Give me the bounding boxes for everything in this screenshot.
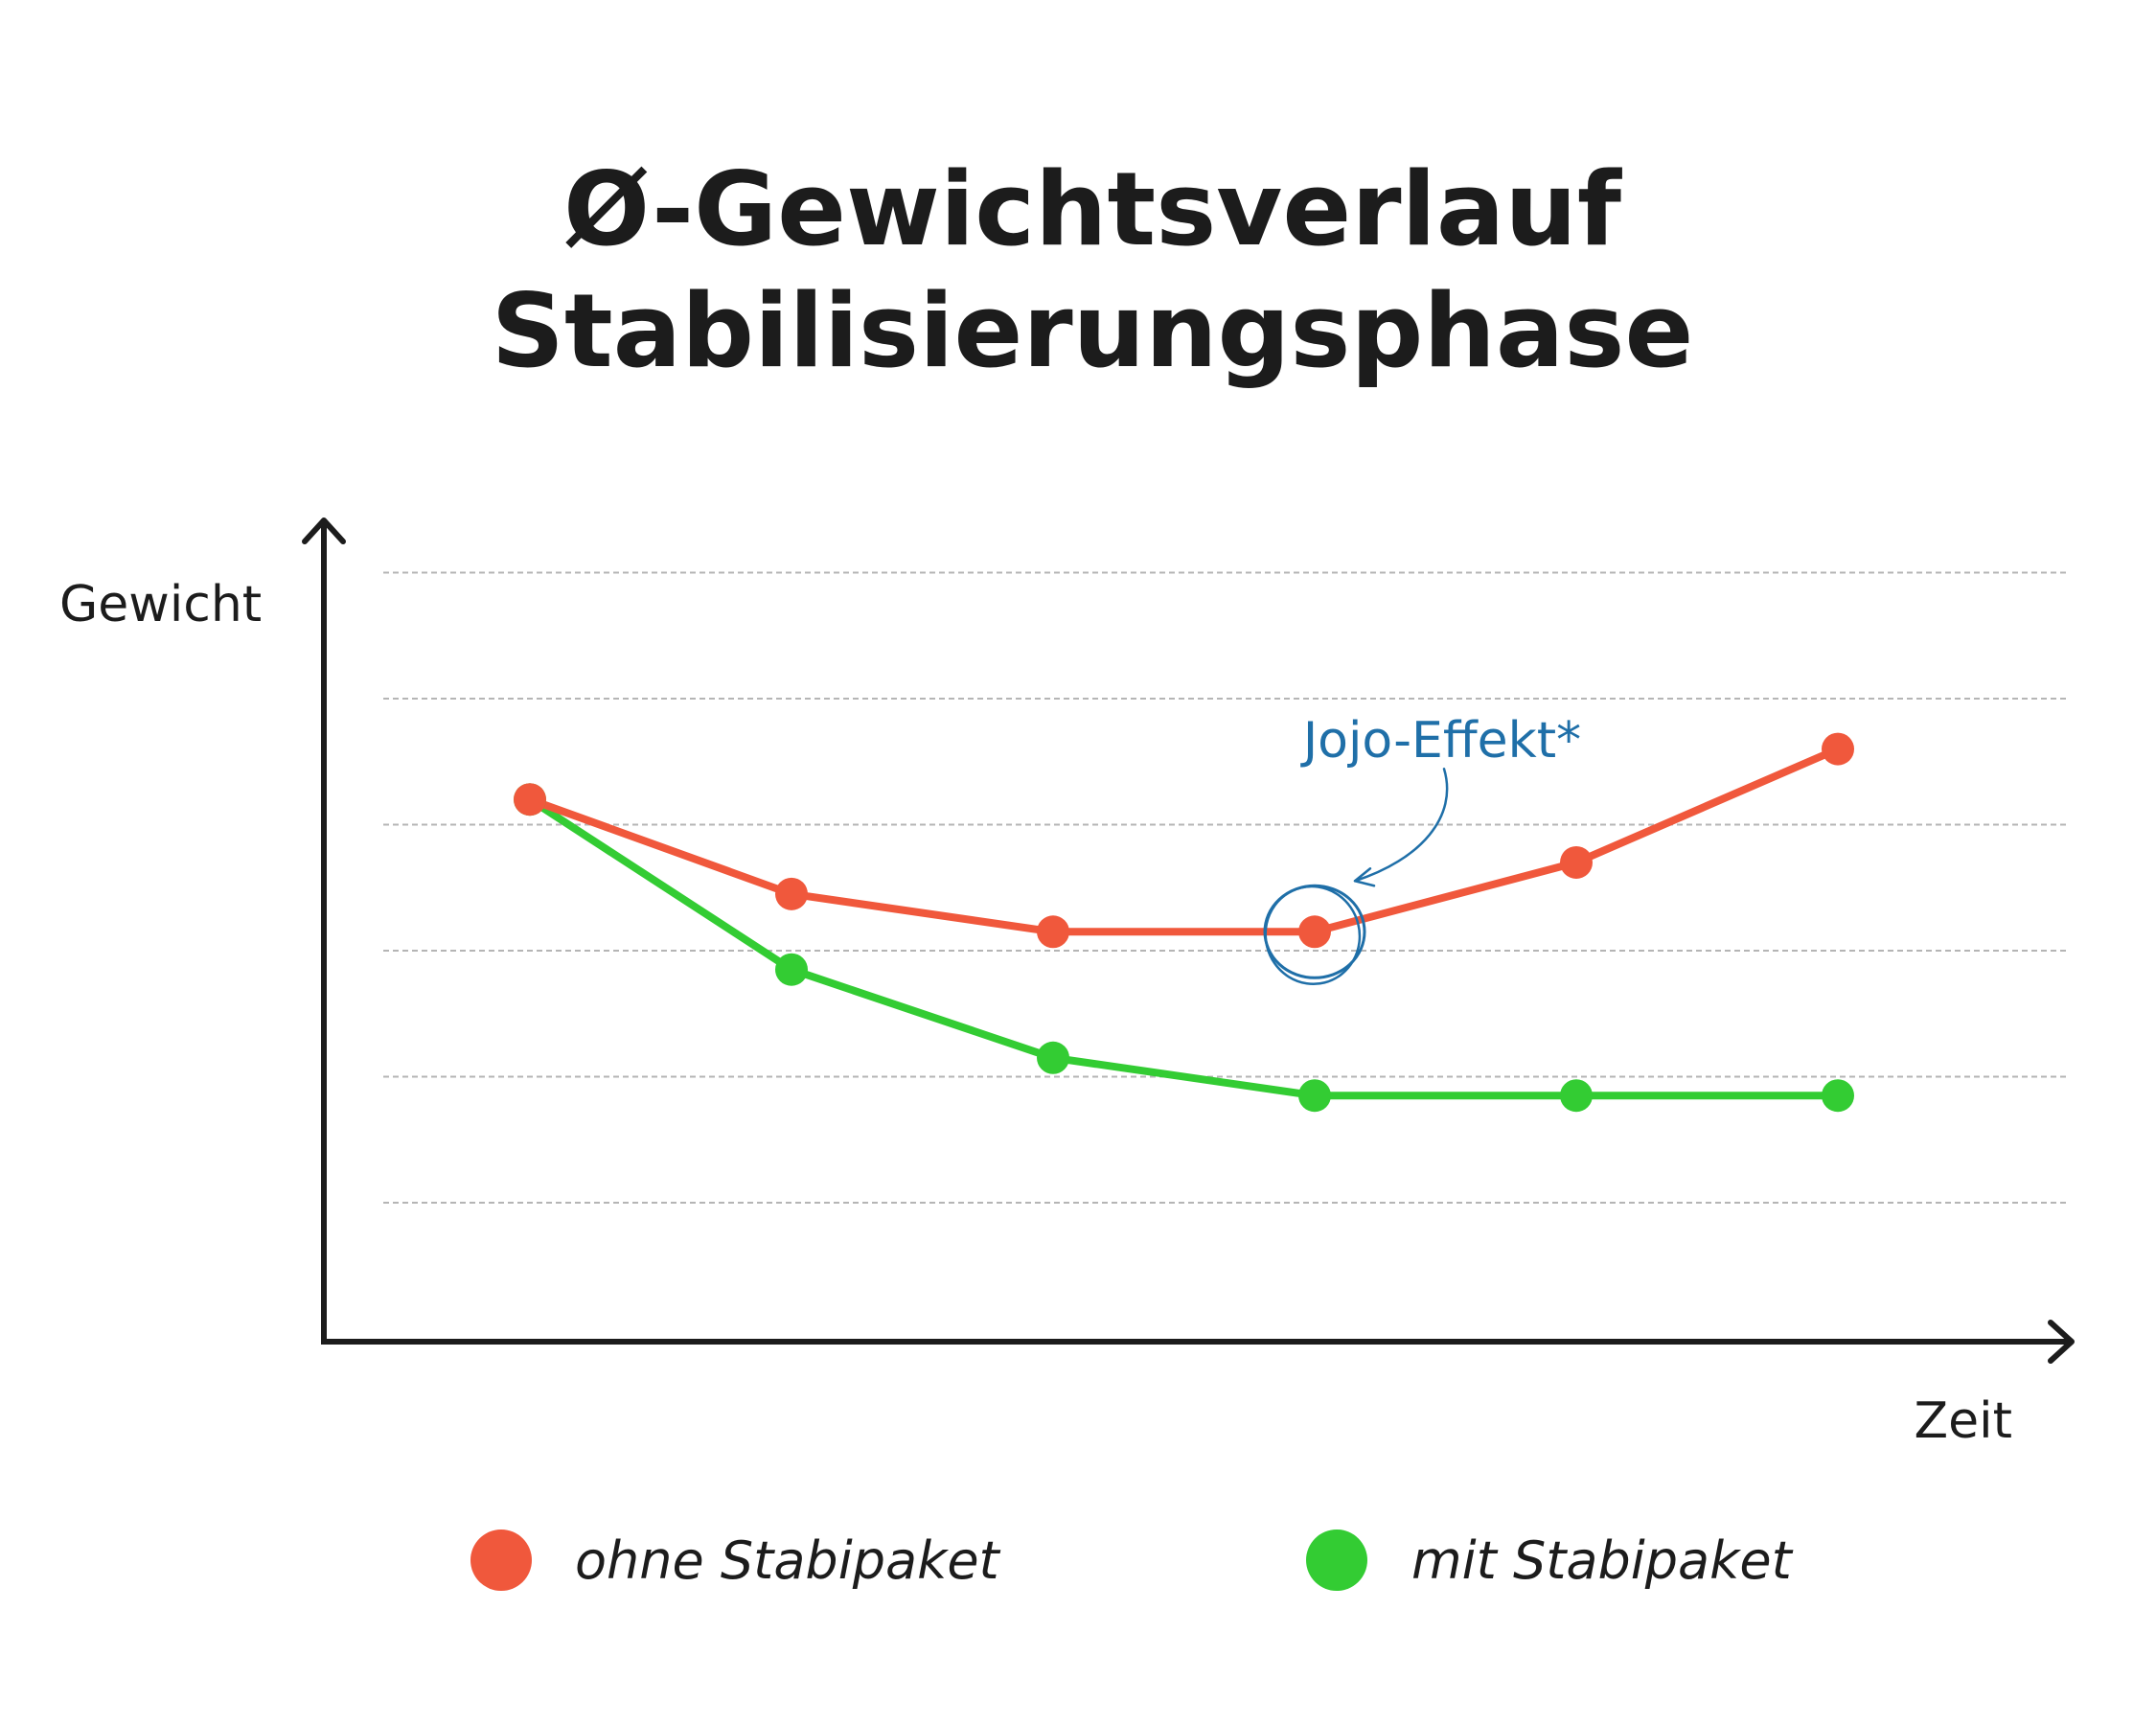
- annotation-arrowhead: [1353, 867, 1376, 887]
- legend-label-ohne-stabipaket: ohne Stabipaket: [575, 1530, 1001, 1591]
- point-mit-stabipaket-5: [1560, 1079, 1593, 1113]
- point-mit-stabipaket-3: [1037, 1041, 1069, 1074]
- y-axis-label: Gewicht: [59, 576, 262, 633]
- x-axis: [321, 1320, 2075, 1364]
- point-mit-stabipaket-6: [1822, 1079, 1854, 1113]
- point-mit-stabipaket-2: [775, 953, 808, 986]
- series-line-mit-stabipaket: [526, 795, 1842, 1100]
- legend: ohne Stabipaket mit Stabipaket: [470, 1530, 1794, 1591]
- point-ohne-stabipaket-5: [1560, 845, 1593, 879]
- point-mit-stabipaket-4: [1298, 1079, 1331, 1113]
- legend-marker-mit-stabipaket: [1306, 1530, 1367, 1591]
- point-ohne-stabipaket-2: [775, 877, 808, 910]
- x-axis-label: Zeit: [1915, 1392, 2012, 1450]
- chart-title-line-1: Ø-Gewichtsverlauf: [563, 150, 1623, 268]
- point-ohne-stabipaket-1: [514, 783, 546, 816]
- annotation-circle-stroke-2: [1264, 885, 1362, 986]
- annotation-arrow: [1353, 768, 1449, 883]
- chart-title-line-2: Stabilisierungsphase: [492, 272, 1694, 390]
- y-axis: [302, 518, 346, 1345]
- point-ohne-stabipaket-6: [1822, 732, 1854, 766]
- annotation: Jojo-Effekt*: [1263, 712, 1581, 986]
- series-layer: [514, 732, 1854, 1113]
- gridlines: [383, 571, 2068, 1204]
- legend-marker-ohne-stabipaket: [470, 1530, 532, 1591]
- point-ohne-stabipaket-3: [1037, 915, 1069, 949]
- point-ohne-stabipaket-4: [1298, 915, 1331, 949]
- legend-label-mit-stabipaket: mit Stabipaket: [1411, 1530, 1794, 1591]
- annotation-label: Jojo-Effekt*: [1300, 712, 1581, 770]
- series-line-ohne-stabipaket: [526, 745, 1842, 936]
